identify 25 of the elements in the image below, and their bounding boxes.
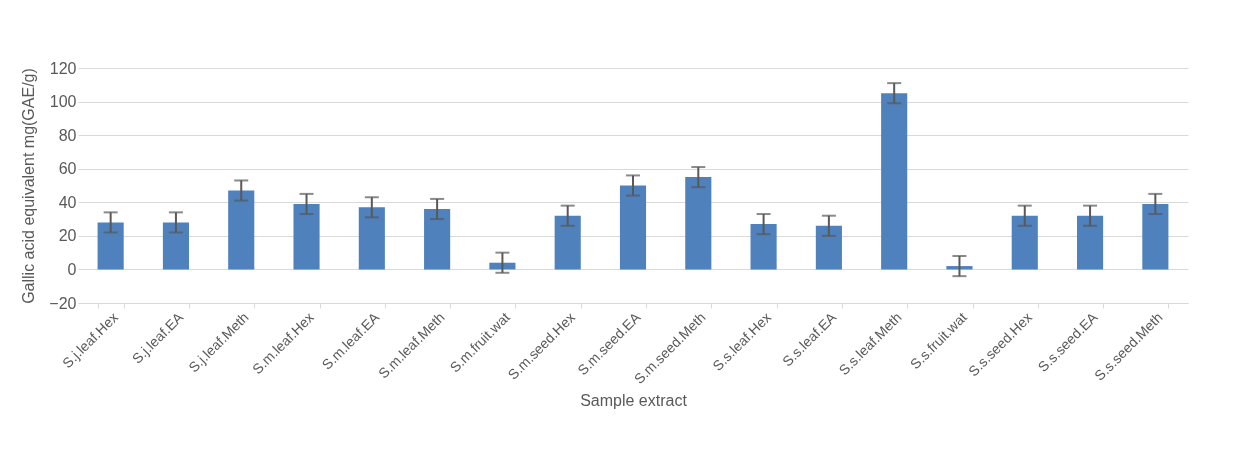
bar bbox=[228, 190, 255, 270]
bar bbox=[815, 225, 842, 270]
bar bbox=[881, 93, 908, 270]
bar bbox=[619, 185, 647, 270]
y-tick-label: 40 bbox=[58, 193, 77, 211]
y-tick-label: −20 bbox=[49, 294, 77, 312]
bar bbox=[293, 203, 320, 270]
y-tick-label: 120 bbox=[49, 59, 77, 77]
bar bbox=[685, 177, 712, 270]
bar bbox=[1142, 203, 1169, 270]
bar bbox=[162, 222, 189, 270]
bar bbox=[1011, 215, 1038, 270]
y-tick-label: 20 bbox=[58, 227, 77, 245]
y-tick-label: 60 bbox=[58, 160, 77, 178]
y-axis-title: Gallic acid equivalent mg(GAE/g) bbox=[20, 68, 38, 304]
bar bbox=[424, 209, 451, 270]
bar bbox=[358, 207, 385, 270]
bar bbox=[1077, 215, 1104, 270]
bar bbox=[554, 215, 581, 270]
y-tick-label: 80 bbox=[58, 126, 77, 144]
bar bbox=[97, 222, 124, 270]
bar bbox=[750, 224, 777, 270]
y-tick-label: 100 bbox=[49, 93, 77, 111]
y-tick-label: 0 bbox=[67, 260, 77, 278]
x-axis-title: Sample extract bbox=[580, 391, 688, 409]
